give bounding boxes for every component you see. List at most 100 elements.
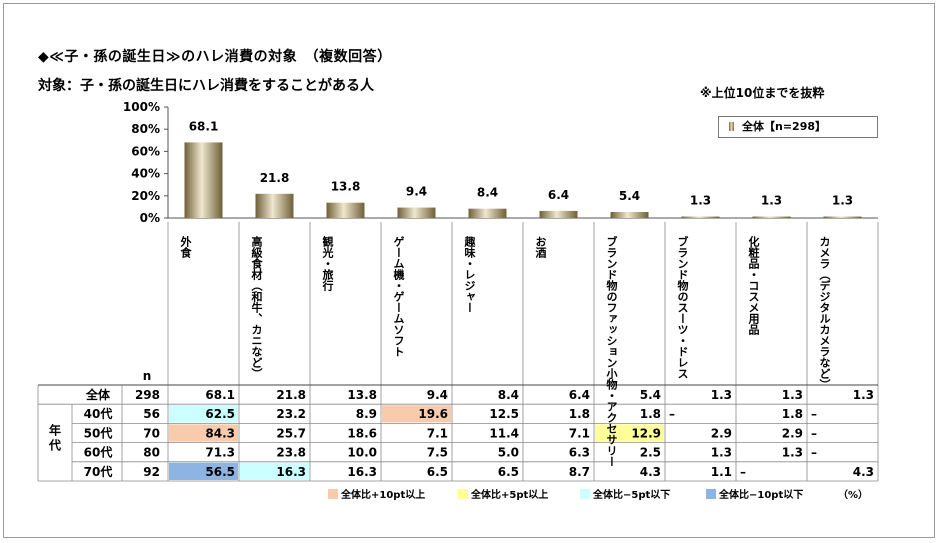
cell-highlight [382,405,451,423]
cell-highlight [169,424,238,442]
bar-value-label: 5.4 [619,189,640,203]
highlight-swatch [328,489,338,499]
table-cell: 23.2 [276,407,306,421]
table-cell: 5.0 [498,446,519,460]
category-label: 高級食材（和牛、カニなど） [250,236,263,379]
bar [326,202,365,218]
category-label: 外食 [179,236,192,258]
table-cell: 8.4 [498,388,519,402]
table-cell: 4.3 [640,465,661,479]
table-cell: 1.3 [711,388,732,402]
table-cell: – [811,407,817,421]
bar-value-label: 13.8 [331,180,361,194]
highlight-legend-item: 全体比−10pt以下 [706,486,803,501]
table-cell: 2.5 [640,446,661,460]
table-cell: 2.9 [711,426,732,440]
table-cell: 18.6 [347,426,377,440]
bar-value-label: 8.4 [477,186,498,200]
table-cell: 8.9 [356,407,377,421]
cell-highlight [240,462,309,480]
table-cell: 23.8 [276,446,306,460]
table-cell: 62.5 [205,407,235,421]
y-tick-label: 80% [131,122,160,136]
chart-legend: 全体【n=298】 [718,116,878,138]
table-cell: – [740,465,746,479]
highlight-legend-item: 全体比+5pt以上 [458,486,548,501]
bar-value-label: 21.8 [260,171,290,185]
table-cell: 84.3 [205,426,235,440]
category-label: 化粧品・コスメ用品 [747,236,760,335]
y-tick-label: 60% [131,144,160,158]
table-cell: 1.3 [782,388,803,402]
legend-label: 全体【n=298】 [742,120,827,133]
category-label: カメラ（デジタルカメラなど） [818,236,831,390]
highlight-label: 全体比−10pt以下 [719,490,804,501]
y-tick-label: 0% [140,211,160,225]
table-cell: 6.5 [498,465,519,479]
highlight-label: 全体比+5pt以上 [471,490,549,501]
table-cell: 1.8 [640,407,661,421]
table-cell: 6.4 [569,388,590,402]
bar-value-label: 1.3 [690,194,711,208]
highlight-label: 全体比+10pt以上 [341,490,426,501]
row-label: 70代 [84,464,113,479]
table-cell: 2.9 [782,426,803,440]
table-cell: 12.5 [489,407,519,421]
table-cell: 7.1 [569,426,590,440]
category-label: お酒 [534,236,547,258]
table-cell: 19.6 [418,407,448,421]
bar-value-label: 6.4 [548,188,569,202]
bar [752,216,791,218]
highlight-swatch [580,489,590,499]
bar [681,216,720,218]
bar [255,193,294,218]
row-n: 80 [143,446,160,460]
table-cell: – [811,426,817,440]
table-cell: 5.4 [640,388,661,402]
highlight-legend-item: 全体比+10pt以上 [328,486,425,501]
table-cell: 16.3 [347,465,377,479]
table-cell: 7.1 [427,426,448,440]
highlight-swatch [458,489,468,499]
n-header: n [143,369,152,383]
table-cell: – [669,407,675,421]
category-label: ゲーム機・ゲームソフト [392,236,405,357]
category-label: ブランド物のスーツ・ドレス [676,236,689,379]
table-cell: 71.3 [205,446,235,460]
table-cell: 6.5 [427,465,448,479]
y-tick-label: 100% [123,100,160,114]
group-label-char: 年 [49,423,61,438]
bar-value-label: 1.3 [832,194,853,208]
table-cell: 12.9 [631,426,661,440]
table-cell: – [811,446,817,460]
table-cell: 1.8 [782,407,803,421]
table-cell: 25.7 [276,426,306,440]
row-label: 60代 [84,445,113,460]
bar [610,212,649,218]
bar-value-label: 9.4 [406,185,427,199]
table-cell: 10.0 [347,446,377,460]
table-cell: 1.3 [782,446,803,460]
bar [468,208,507,218]
percent-note: （%） [838,490,869,501]
row-n: 56 [143,407,160,421]
chart-frame [3,3,935,538]
bar [539,210,578,218]
row-label: 50代 [84,425,113,440]
table-cell: 21.8 [276,388,306,402]
table-cell: 13.8 [347,388,377,402]
table-cell: 4.3 [853,465,874,479]
bar [184,142,223,218]
table-cell: 1.3 [853,388,874,402]
table-cell: 8.7 [569,465,590,479]
table-cell: 9.4 [427,388,448,402]
category-label: 観光・旅行 [321,236,334,291]
y-tick-label: 40% [131,167,160,181]
row-n: 298 [135,388,160,402]
category-label: 趣味・レジャー [463,236,476,313]
cell-highlight [169,405,238,423]
table-cell: 11.4 [489,426,519,440]
table-cell: 1.8 [569,407,590,421]
chart-note: ※上位10位までを抜粋 [700,86,825,100]
table-cell: 16.3 [276,465,306,479]
